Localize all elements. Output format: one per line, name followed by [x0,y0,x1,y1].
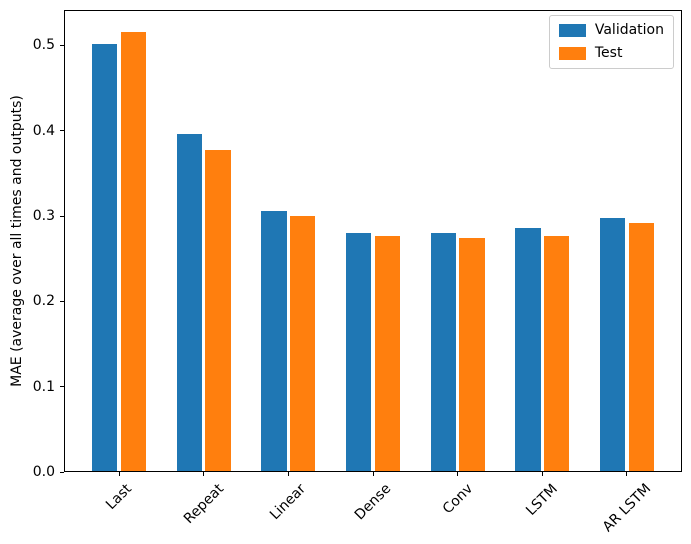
x-tick-mark [118,472,120,476]
bar-test-ar-lstm [628,222,654,472]
bar-test-repeat [205,150,231,472]
x-tick-mark [541,472,543,476]
bar-test-lstm [543,235,570,472]
bar-validation-lstm [515,227,541,472]
y-tick-mark [60,386,64,388]
bar-test-conv [459,238,485,472]
bar-validation-ar-lstm [599,217,626,472]
x-tick-label: Dense [351,480,395,524]
y-tick-label: 0.3 [32,208,55,225]
y-tick-mark [60,44,64,46]
y-tick-label: 0.0 [32,464,55,480]
x-tick-label: Repeat [180,480,227,528]
legend-entry-test: Test [558,45,664,62]
x-tick-label: AR LSTM [599,480,655,536]
x-tick-mark [287,472,289,476]
y-tick-label: 0.5 [32,37,55,54]
bar-test-dense [374,235,401,472]
legend: Validation Test [548,15,674,69]
x-tick-mark [457,472,459,476]
x-tick-mark [372,472,374,476]
y-tick-mark [60,215,64,217]
y-tick-label: 0.2 [32,293,55,310]
bar-validation-dense [345,233,372,472]
bar-validation-conv [430,233,456,472]
x-tick-label: Last [103,480,136,513]
bar-validation-last [92,43,118,472]
x-tick-mark [626,472,628,476]
y-tick-label: 0.4 [32,122,55,139]
x-tick-label: LSTM [523,480,562,519]
bar-test-linear [290,216,316,472]
x-tick-label: Conv [439,481,476,518]
validation-legend-swatch [558,24,586,37]
validation-legend-label: Validation [594,22,664,38]
legend-entry-validation: Validation [558,22,664,39]
x-tick-label: Linear [267,481,310,524]
y-tick-mark [60,130,64,132]
bar-validation-linear [261,210,287,472]
test-legend-label: Test [594,45,623,61]
bar-validation-repeat [176,134,203,472]
plot-area [64,10,682,472]
bar-test-last [120,31,147,472]
y-tick-mark [60,300,64,302]
x-tick-mark [203,472,205,476]
y-tick-label: 0.1 [32,378,55,395]
test-legend-swatch [558,47,586,60]
y-tick-mark [60,471,64,473]
